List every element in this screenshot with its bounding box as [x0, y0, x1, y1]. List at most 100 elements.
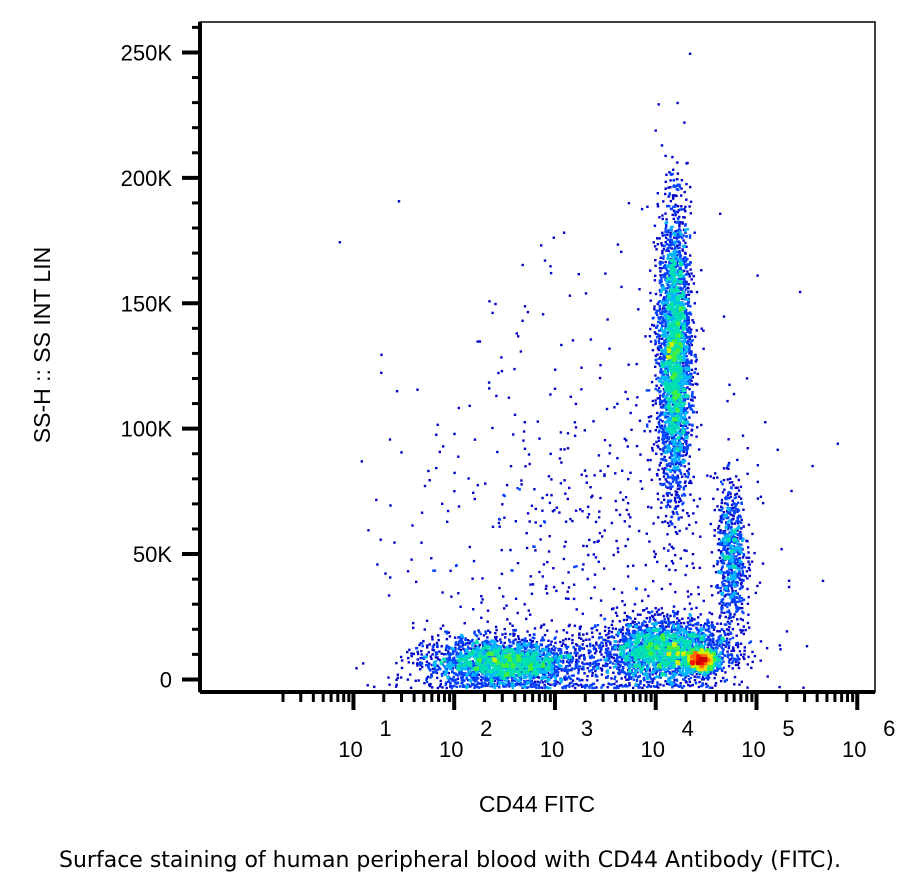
event-dot: [658, 397, 661, 400]
event-dot: [588, 538, 591, 542]
event-dot: [739, 578, 742, 581]
event-dot: [484, 632, 488, 635]
event-dot: [567, 586, 571, 589]
event-dot: [668, 194, 671, 197]
event-dot: [656, 444, 659, 448]
event-dot: [643, 679, 646, 682]
event-dot: [798, 290, 802, 294]
event-dot: [692, 282, 696, 285]
event-dot: [746, 602, 750, 605]
event-dot: [745, 570, 749, 573]
event-dot: [481, 642, 484, 645]
event-dot: [726, 632, 730, 636]
event-dot: [688, 416, 691, 419]
event-dot: [701, 675, 705, 679]
event-dot: [660, 483, 663, 486]
event-dot: [656, 425, 659, 429]
event-dot: [360, 460, 363, 463]
event-dot: [731, 536, 734, 540]
event-dot: [666, 331, 670, 335]
event-dot: [512, 632, 515, 635]
event-dot: [664, 668, 667, 671]
event-dot: [692, 321, 695, 324]
event-dot: [530, 643, 533, 647]
event-dot: [434, 656, 438, 659]
event-dot: [668, 273, 671, 276]
event-dot: [459, 685, 462, 688]
event-dot: [661, 357, 664, 360]
event-dot: [400, 659, 404, 662]
event-dot: [725, 637, 729, 640]
event-dot: [502, 595, 505, 598]
event-dot: [580, 366, 583, 369]
event-dot: [592, 647, 596, 651]
event-dot: [662, 310, 666, 314]
event-dot: [730, 619, 733, 623]
event-dot: [625, 623, 628, 627]
event-dot: [687, 339, 690, 343]
event-dot: [724, 544, 727, 547]
event-dot: [566, 672, 569, 675]
event-dot: [648, 627, 651, 630]
event-dot: [732, 484, 735, 487]
event-dot: [606, 669, 609, 672]
event-dot: [657, 415, 660, 419]
event-dot: [672, 610, 675, 613]
event-dot: [697, 593, 700, 596]
event-dot: [678, 673, 681, 676]
event-dot: [695, 329, 698, 332]
event-dot: [435, 641, 439, 645]
event-dot: [454, 682, 457, 685]
event-dot: [467, 477, 470, 480]
event-dot: [425, 653, 429, 656]
event-dot: [416, 650, 419, 653]
event-dot: [436, 664, 439, 667]
event-dot: [561, 668, 564, 671]
event-dot: [435, 651, 439, 654]
event-dot: [697, 616, 700, 619]
event-dot: [449, 685, 452, 688]
event-dot: [687, 648, 691, 652]
event-dot: [660, 342, 664, 345]
event-dot: [664, 459, 667, 462]
event-dot: [663, 390, 666, 393]
event-dot: [679, 557, 682, 560]
event-dot: [713, 625, 716, 629]
event-dot: [674, 505, 678, 508]
event-dot: [448, 635, 452, 638]
event-dot: [580, 637, 583, 640]
event-dot: [738, 564, 741, 568]
event-dot: [667, 284, 670, 287]
event-dot: [571, 339, 575, 342]
event-dot: [536, 647, 540, 650]
event-dot: [659, 394, 662, 397]
event-dot: [667, 253, 670, 257]
event-dot: [661, 435, 665, 438]
event-dot: [655, 670, 658, 674]
event-dot: [471, 638, 474, 642]
event-dot: [678, 669, 681, 672]
event-dot: [674, 530, 678, 534]
event-dot: [529, 613, 532, 616]
event-dot: [428, 667, 431, 671]
event-dot: [525, 617, 528, 621]
event-dot: [495, 628, 498, 632]
event-dot: [688, 481, 691, 484]
event-dot: [500, 369, 504, 373]
event-dot: [675, 292, 678, 296]
event-dot: [710, 621, 714, 624]
event-dot: [728, 593, 731, 596]
event-dot: [565, 647, 569, 650]
event-dot: [716, 560, 720, 564]
event-dot: [731, 627, 735, 631]
event-dot: [636, 684, 640, 687]
event-dot: [614, 611, 618, 614]
event-dot: [727, 571, 730, 574]
event-dot: [509, 641, 512, 644]
event-dot: [719, 212, 722, 215]
event-dot: [487, 381, 491, 384]
event-dot: [686, 432, 689, 436]
event-dot: [678, 469, 682, 472]
event-dot: [583, 658, 586, 661]
event-dot: [665, 287, 669, 290]
